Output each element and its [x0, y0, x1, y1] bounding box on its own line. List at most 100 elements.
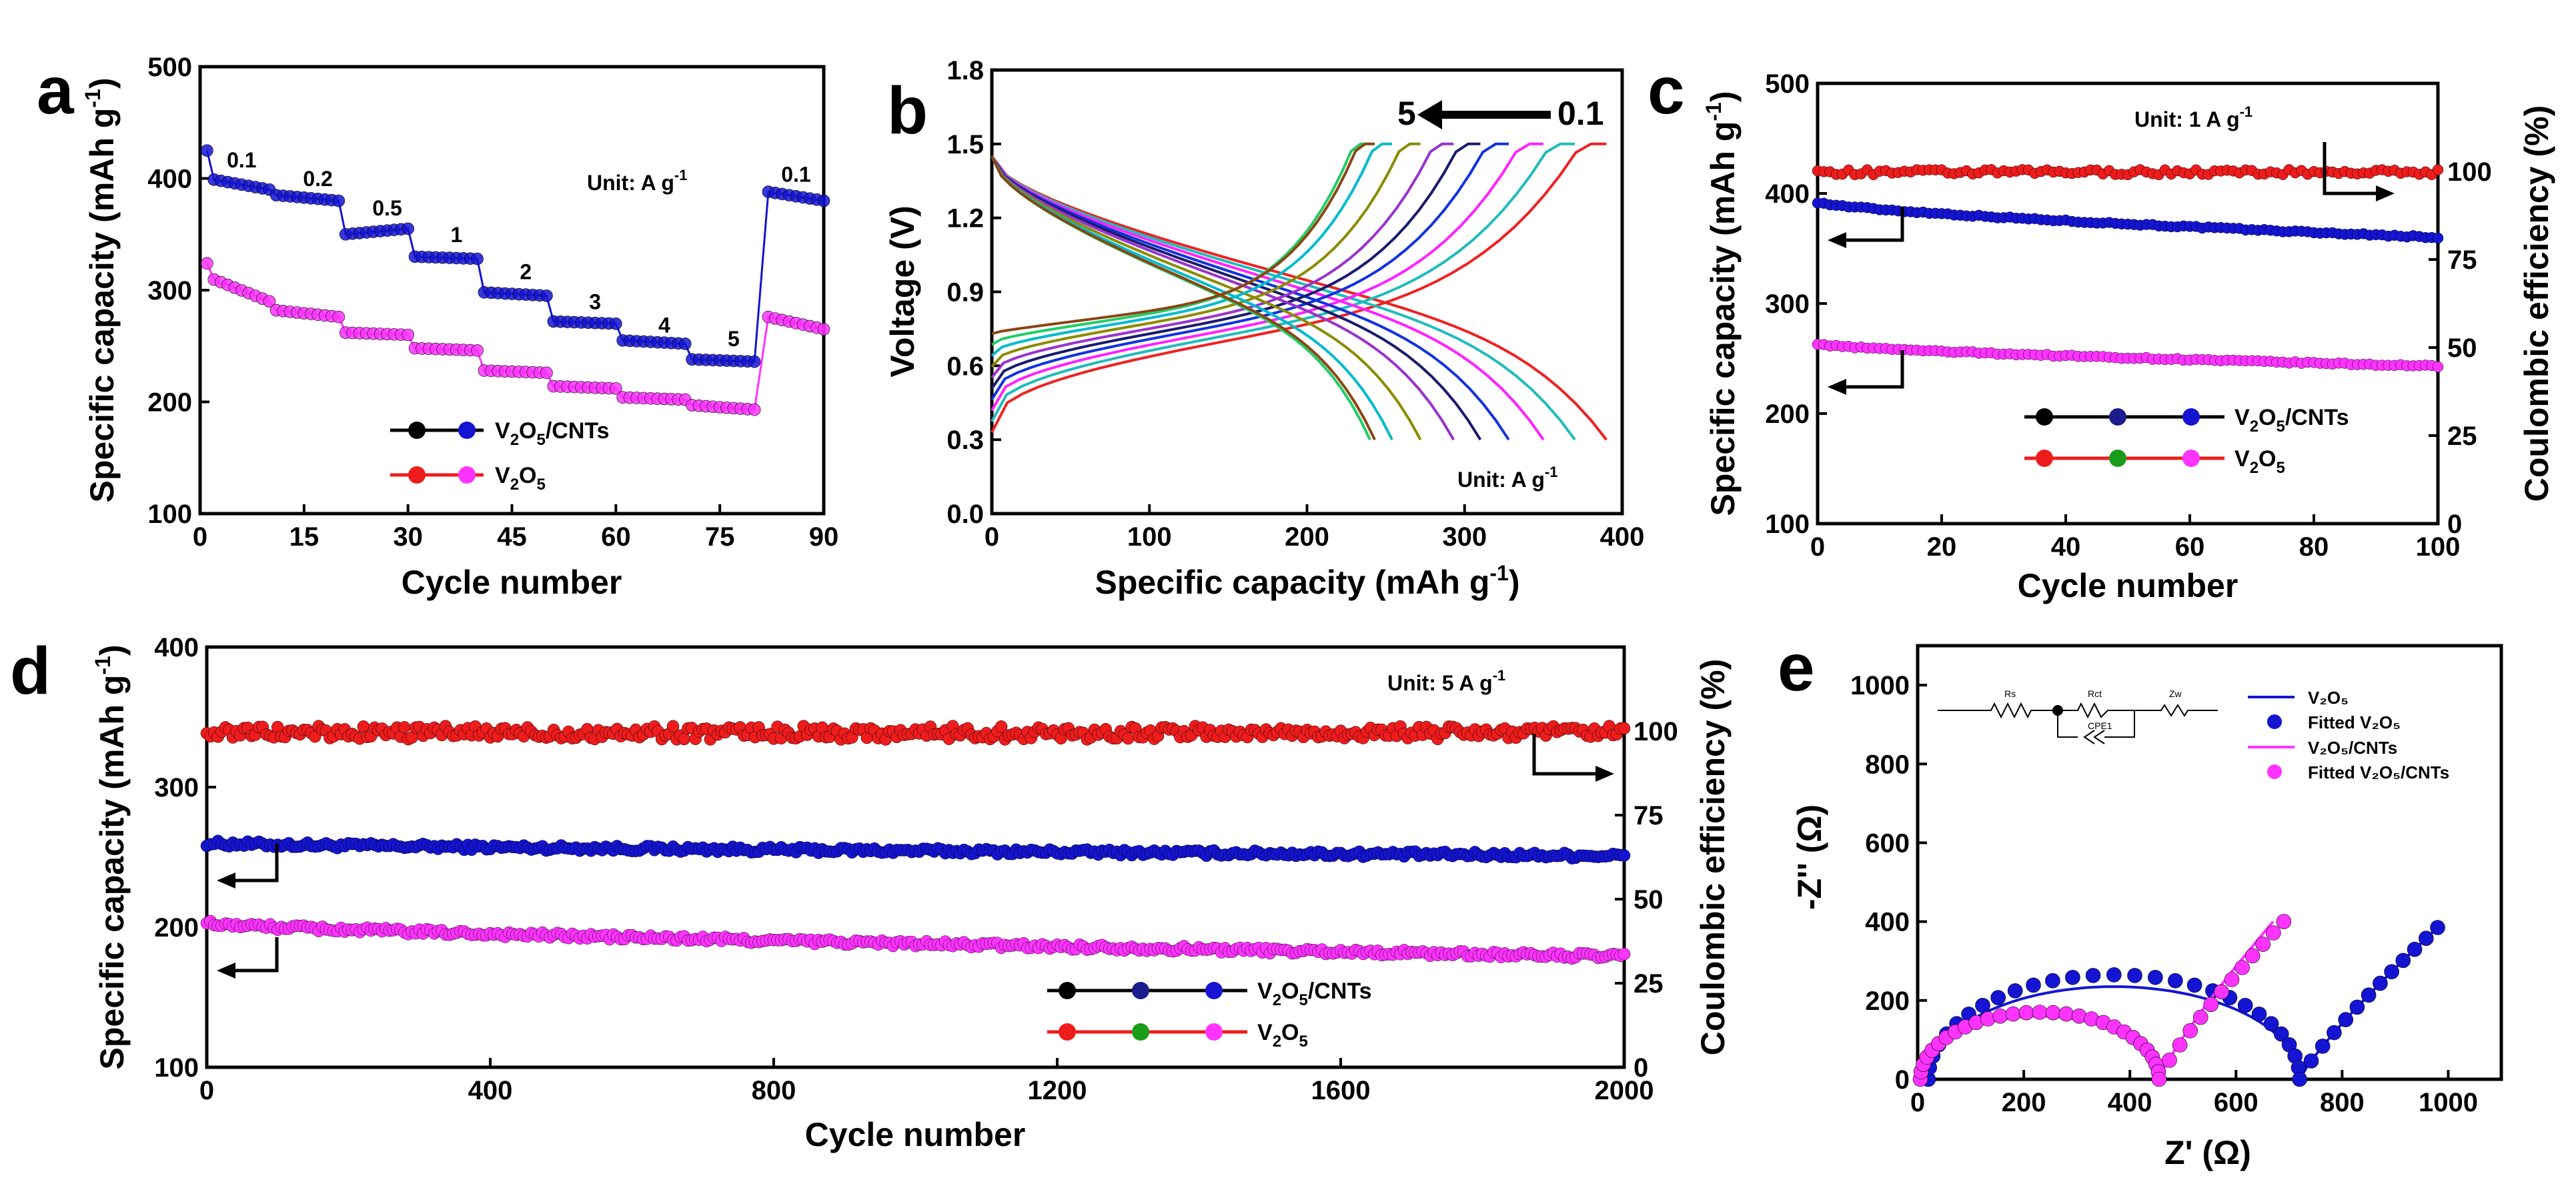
- data-point: [2162, 1053, 2177, 1068]
- svg-text:V₂O₅: V₂O₅: [2308, 688, 2349, 708]
- legend-marker: [1059, 982, 1076, 999]
- x-tick-label: 75: [705, 522, 735, 552]
- data-point: [2186, 977, 2202, 993]
- rate-label: 0.5: [372, 196, 402, 220]
- data-point: [678, 338, 692, 350]
- y-tick-label: 400: [1865, 908, 1910, 937]
- legend-marker: [1205, 1023, 1223, 1041]
- data-point: [1122, 732, 1135, 745]
- panel-c-cap-pointer-1: [1841, 207, 1904, 242]
- panel-c: c 0 20 40 60 80 1001002003004005000255075100 …: [1648, 53, 2555, 604]
- data-point: [2251, 1007, 2267, 1022]
- y-tick-label: 100: [154, 1053, 199, 1083]
- panel-d-ce-arrowhead: [1595, 766, 1614, 782]
- data-point: [2384, 964, 2399, 980]
- data-point: [2032, 1005, 2048, 1020]
- panel-c-label: c: [1648, 53, 1685, 128]
- svg-text:V₂O₅/CNTs: V₂O₅/CNTs: [2308, 738, 2397, 758]
- discharge-curve: [991, 155, 1393, 441]
- legend-marker: [1132, 982, 1149, 999]
- discharge-curve: [991, 155, 1455, 441]
- panel-c-ce-arrowhead: [2376, 185, 2395, 201]
- panel-d-ticks: 0 400 800 1200 1600 2000 100 200 300 400 0 25 50 75 10…: [154, 633, 1678, 1105]
- y2-tick-label: 25: [2447, 422, 2477, 451]
- data-point: [817, 194, 830, 207]
- discharge-curve: [991, 155, 1376, 441]
- data-point: [2058, 1006, 2074, 1022]
- data-point: [2338, 1012, 2353, 1027]
- panel-c-cap-pointer-2: [1841, 350, 1904, 389]
- data-point: [678, 732, 691, 746]
- y-tick-label: 200: [1765, 400, 1810, 429]
- data-point: [201, 144, 213, 157]
- svg-text:Zw: Zw: [2169, 688, 2182, 699]
- x-tick-label: 0: [985, 522, 999, 552]
- x-tick-label: 400: [468, 1076, 513, 1105]
- x-tick-label: 1600: [1311, 1076, 1371, 1105]
- y-tick-label: 1.5: [946, 130, 984, 159]
- discharge-curve: [991, 155, 1482, 441]
- data-point: [471, 252, 484, 265]
- data-point: [2432, 164, 2444, 175]
- panel-a-xlabel: Cycle number: [402, 564, 622, 601]
- data-point: [666, 720, 680, 733]
- svg-text:Rs: Rs: [2004, 688, 2016, 699]
- discharge-curve: [991, 155, 1422, 441]
- y-tick-label: 400: [154, 633, 199, 662]
- x-tick-label: 0: [193, 522, 207, 552]
- data-point: [2407, 941, 2423, 957]
- data-point: [2148, 970, 2163, 985]
- y-tick-label: 500: [147, 53, 192, 82]
- charge-curve: [991, 142, 1509, 400]
- panel-b-arrow-right-label: 0.1: [1557, 95, 1604, 132]
- legend-label: V2O5/CNTs: [2234, 405, 2349, 436]
- rate-label: 0.1: [227, 148, 256, 172]
- panel-b-data: [991, 142, 1607, 441]
- legend-entry-fitted-v2o5-cnts: Fitted V₂O₅/CNTs: [2267, 762, 2449, 782]
- x-tick-label: 400: [2108, 1088, 2152, 1117]
- data-point: [2273, 1026, 2289, 1042]
- y-tick-label: 1000: [1850, 671, 1910, 700]
- data-point: [2026, 977, 2041, 993]
- panel-e-ylabel: -Z'' (Ω): [1791, 804, 1828, 910]
- panel-d-y2label: Coulombic efficiency (%): [1694, 659, 1732, 1056]
- svg-text:CPE1: CPE1: [2088, 720, 2112, 731]
- legend-label: V2O5: [2234, 446, 2285, 477]
- data-point: [2292, 1071, 2307, 1087]
- legend-marker: [2109, 408, 2126, 426]
- data-point: [471, 344, 484, 357]
- y-tick-label: 0: [1895, 1065, 1910, 1095]
- panel-a-unit: Unit: A g-1: [587, 167, 687, 195]
- panel-a-data: 0.1 0.2 0.5 1 2 3 4 5 0.1: [201, 144, 830, 416]
- panel-e-data: [1912, 914, 2445, 1087]
- data-point: [2327, 1025, 2342, 1041]
- x-tick-label: 1200: [1028, 1076, 1087, 1105]
- data-point: [332, 194, 346, 207]
- data-point: [2071, 1008, 2087, 1024]
- legend-marker: [2182, 450, 2200, 467]
- charge-curve: [991, 142, 1370, 346]
- panel-e-legend: V₂O₅ Fitted V₂O₅ V₂O₅/CNTs Fitted V₂O₅/C…: [2248, 688, 2449, 782]
- y-tick-label: 600: [1865, 828, 1910, 858]
- panel-a-legend: V2O5/CNTs V2O5: [390, 418, 610, 494]
- data-point: [2263, 1016, 2279, 1031]
- fit-curve: [1919, 921, 2275, 1080]
- y-tick-label: 0.9: [946, 278, 984, 308]
- y-tick-label: 0.0: [946, 500, 984, 529]
- data-point: [2045, 973, 2060, 989]
- rate-label: 2: [520, 259, 532, 283]
- data-point: [2373, 975, 2388, 991]
- data-point: [1992, 1008, 2008, 1024]
- x-tick-label: 0: [199, 1076, 214, 1105]
- svg-text:Rct: Rct: [2088, 688, 2102, 699]
- x-tick-label: 60: [601, 522, 631, 552]
- x-tick-label: 0: [1810, 532, 1825, 562]
- y2-tick-label: 75: [1634, 801, 1664, 830]
- data-point: [2234, 960, 2250, 975]
- data-point: [2045, 1005, 2061, 1021]
- data-point: [2419, 931, 2434, 946]
- panel-e-xlabel: Z' (Ω): [2164, 1134, 2251, 1171]
- x-tick-label: 15: [289, 522, 319, 552]
- legend-marker: [1059, 1023, 1076, 1041]
